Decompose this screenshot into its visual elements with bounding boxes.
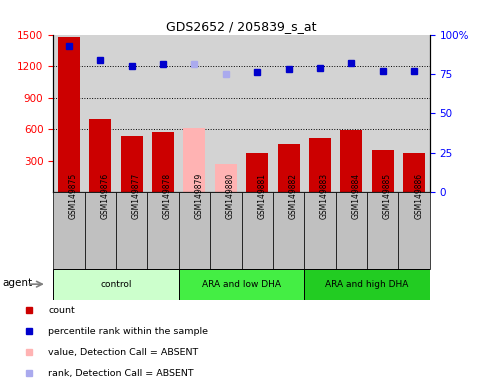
Text: GSM149882: GSM149882	[289, 173, 298, 219]
Bar	[273, 192, 304, 269]
Bar	[403, 153, 425, 192]
Bar	[242, 192, 273, 269]
Bar	[121, 136, 142, 192]
Bar	[372, 150, 394, 192]
Bar	[53, 192, 85, 269]
Text: value, Detection Call = ABSENT: value, Detection Call = ABSENT	[48, 348, 199, 357]
Text: agent: agent	[3, 278, 33, 288]
Title: GDS2652 / 205839_s_at: GDS2652 / 205839_s_at	[166, 20, 317, 33]
Bar	[89, 119, 111, 192]
Text: GSM149881: GSM149881	[257, 173, 266, 219]
Bar	[85, 192, 116, 269]
Text: GSM149880: GSM149880	[226, 173, 235, 219]
Bar	[53, 269, 179, 300]
Bar	[246, 153, 268, 192]
Bar	[179, 269, 304, 300]
Text: GSM149878: GSM149878	[163, 173, 172, 219]
Text: ARA and low DHA: ARA and low DHA	[202, 280, 281, 289]
Bar	[278, 144, 299, 192]
Text: GSM149885: GSM149885	[383, 173, 392, 219]
Bar	[147, 192, 179, 269]
Bar	[184, 128, 205, 192]
Text: GSM149876: GSM149876	[100, 173, 109, 219]
Text: ARA and high DHA: ARA and high DHA	[326, 280, 409, 289]
Text: count: count	[48, 306, 75, 314]
Text: GSM149886: GSM149886	[414, 173, 423, 219]
Bar	[341, 130, 362, 192]
Bar	[116, 192, 147, 269]
Bar	[179, 192, 210, 269]
Text: GSM149884: GSM149884	[352, 173, 360, 219]
Bar	[152, 132, 174, 192]
Bar	[58, 36, 80, 192]
Text: GSM149879: GSM149879	[194, 173, 203, 219]
Bar	[367, 192, 398, 269]
Bar	[398, 192, 430, 269]
Text: GSM149875: GSM149875	[69, 173, 78, 219]
Text: GSM149877: GSM149877	[131, 173, 141, 219]
Bar	[309, 139, 331, 192]
Text: percentile rank within the sample: percentile rank within the sample	[48, 327, 208, 336]
Text: rank, Detection Call = ABSENT: rank, Detection Call = ABSENT	[48, 369, 194, 378]
Bar	[304, 192, 336, 269]
Bar	[210, 192, 242, 269]
Bar	[215, 164, 237, 192]
Text: GSM149883: GSM149883	[320, 173, 329, 219]
Bar	[336, 192, 367, 269]
Text: control: control	[100, 280, 132, 289]
Bar	[304, 269, 430, 300]
